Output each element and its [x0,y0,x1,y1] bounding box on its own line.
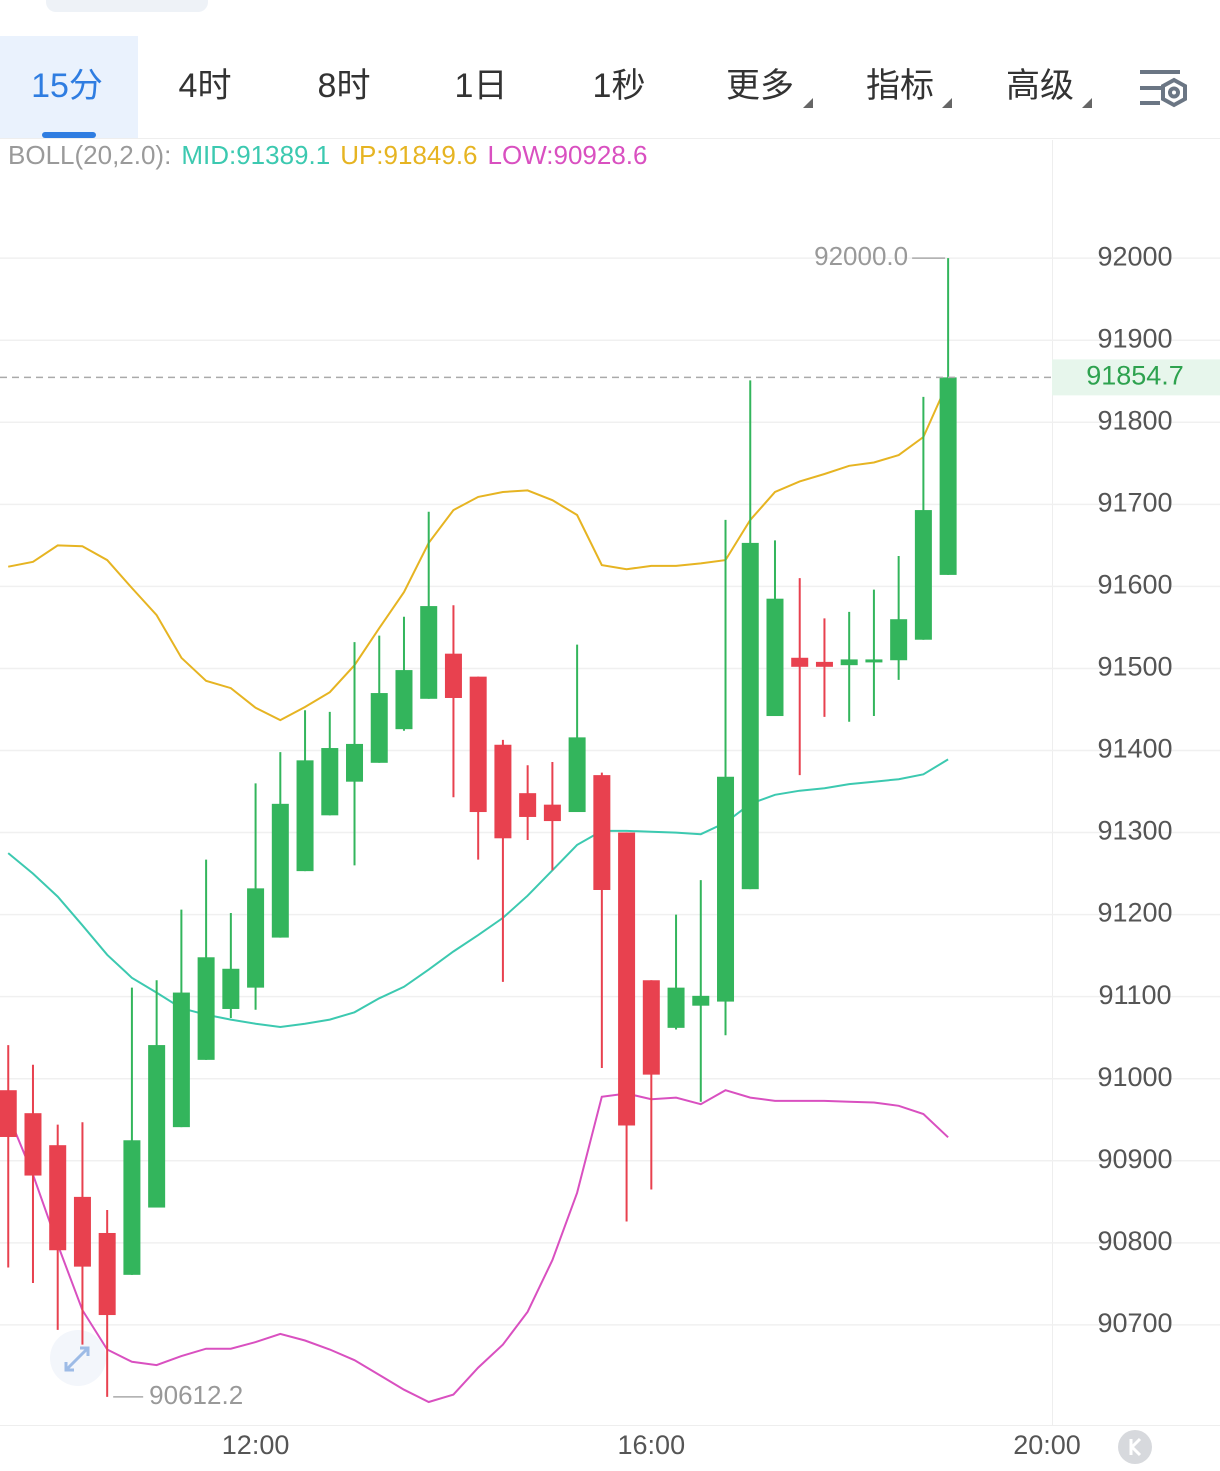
scroll-latest-button[interactable] [1118,1430,1152,1464]
dropdown-arrow [1082,98,1092,108]
y-tick-label: 91600 [1097,570,1172,600]
candle-body [370,693,388,763]
indicator-line [7,1089,949,1404]
y-tick-label: 91700 [1097,487,1172,517]
candle-body [222,968,240,1009]
x-tick-label: 20:00 [1013,1430,1081,1460]
indicator-line [8,381,950,722]
candle-body [593,775,611,890]
candle-body [568,737,586,813]
tab[interactable]: 更多 [726,67,794,105]
candle-body [321,748,339,816]
y-tick-label: 91300 [1097,816,1172,846]
y-tick-label: 91000 [1097,1062,1172,1092]
y-tick-label: 90700 [1097,1308,1172,1338]
dropdown-arrow [803,98,813,108]
legend-entry: LOW:90928.6 [488,140,648,170]
candle-body [420,606,438,699]
annotation-label: 90612.2 [149,1380,243,1410]
candle-body [494,744,512,839]
candle-body [914,510,932,640]
y-tick-label: 91800 [1097,405,1172,435]
y-tick-label: 90800 [1097,1226,1172,1256]
candle-body [444,653,462,698]
candle-body [123,1140,141,1275]
y-tick-label: 92000 [1097,241,1172,271]
candle-body [346,743,364,782]
x-tick-label: 12:00 [222,1430,290,1460]
candle-body [741,542,759,890]
last-price-box [1052,359,1220,396]
indicator-label: BOLL(20,2.0): [8,140,171,170]
y-tick-label: 91200 [1097,898,1172,928]
x-tick-label: 16:00 [618,1430,686,1460]
candle-body [24,1113,42,1176]
candle-body [98,1232,116,1316]
tab[interactable]: 高级 [1006,67,1074,105]
candle-body [296,760,314,872]
candle-body [395,670,413,730]
candle-body [865,659,883,663]
candle-body [172,992,190,1128]
candle-body [271,803,289,938]
tab[interactable]: 4时 [179,67,232,105]
candle-body [890,619,908,661]
legend-entry: UP:91849.6 [340,140,477,170]
dropdown-arrow [942,98,952,108]
tab[interactable]: 15分 [31,67,103,105]
candle-body [791,657,809,667]
indicator-line [7,758,949,1029]
active-tab-bg [0,36,138,138]
settings-icon[interactable] [1140,70,1187,108]
candle-body [642,980,660,1075]
tab[interactable]: 8时 [318,67,371,105]
candle-body [840,659,858,666]
candle-body [717,776,735,1002]
y-tick-label: 91900 [1097,323,1172,353]
candle-body [73,1196,91,1267]
candle-body [197,957,215,1060]
top-handle [46,0,208,12]
y-tick-label: 90900 [1097,1144,1172,1174]
candle-body [247,888,265,988]
candle-body [766,598,784,717]
tab[interactable]: 1秒 [593,67,646,105]
candle-body [618,832,636,1126]
candle-body [148,1045,166,1208]
candle-body [939,377,957,575]
expand-button[interactable] [50,1330,106,1386]
legend-entry: MID:91389.1 [181,140,330,170]
candle-body [815,661,833,667]
candle-body [667,987,685,1028]
y-tick-label: 91500 [1097,652,1172,682]
candle-body [692,995,710,1006]
last-price-label: 91854.7 [1086,361,1184,391]
tab[interactable]: 指标 [866,67,934,105]
candle-body [469,676,487,813]
candle-body [519,793,537,817]
y-tick-label: 91400 [1097,734,1172,764]
tab[interactable]: 1日 [455,67,508,105]
candle-body [0,1090,17,1137]
candle-body [543,804,561,822]
active-tab-indicator [42,132,96,138]
y-tick-label: 91100 [1098,980,1171,1010]
candle-body [49,1145,67,1251]
annotation-label: 92000.0 [814,241,908,271]
